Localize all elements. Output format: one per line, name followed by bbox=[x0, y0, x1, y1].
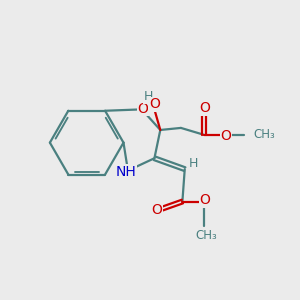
Text: O: O bbox=[151, 203, 162, 217]
Text: CH₃: CH₃ bbox=[195, 229, 217, 242]
Text: H: H bbox=[188, 157, 198, 170]
Text: CH₃: CH₃ bbox=[253, 128, 275, 141]
Text: O: O bbox=[220, 129, 231, 143]
Text: O: O bbox=[200, 193, 211, 207]
Text: NH: NH bbox=[115, 165, 136, 179]
Text: O: O bbox=[137, 102, 148, 116]
Text: O: O bbox=[149, 98, 160, 111]
Text: H: H bbox=[144, 91, 153, 103]
Text: O: O bbox=[200, 101, 211, 115]
